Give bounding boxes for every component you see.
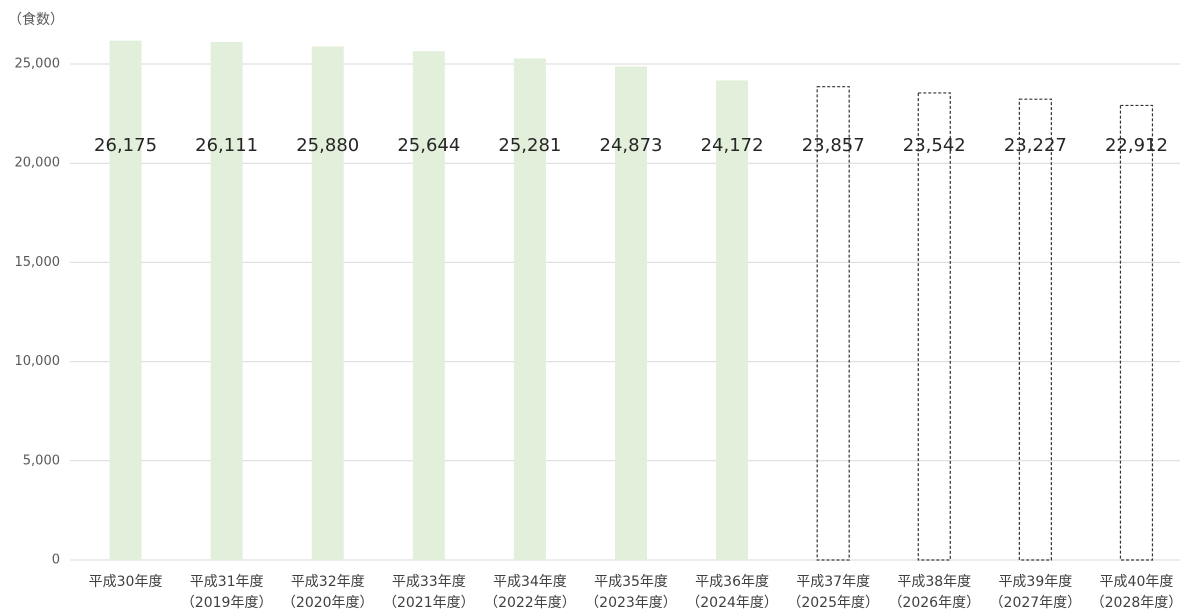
x-tick-sublabel: （2022年度） xyxy=(484,595,576,611)
x-tick-label: 平成37年度 xyxy=(796,574,870,590)
data-label: 23,542 xyxy=(903,135,966,156)
y-tick-label: 5,000 xyxy=(23,453,60,468)
data-label: 25,880 xyxy=(296,135,359,156)
y-tick-label: 0 xyxy=(52,553,60,568)
x-tick-sublabel: （2019年度） xyxy=(181,595,273,611)
x-tick-label: 平成38年度 xyxy=(897,574,971,590)
x-tick-label: 平成36年度 xyxy=(695,574,769,590)
x-tick-label: 平成31年度 xyxy=(190,574,264,590)
x-tick-label: 平成35年度 xyxy=(594,574,668,590)
x-tick-label: 平成33年度 xyxy=(392,574,466,590)
bar xyxy=(311,46,344,561)
y-tick-label: 10,000 xyxy=(15,354,61,369)
x-tick-sublabel: （2024年度） xyxy=(686,595,778,611)
bar xyxy=(412,51,445,560)
bar xyxy=(716,80,749,560)
x-tick-sublabel: （2027年度） xyxy=(990,595,1082,611)
y-tick-label: 20,000 xyxy=(15,156,61,171)
x-tick-label: 平成30年度 xyxy=(89,574,163,590)
bar xyxy=(615,66,647,560)
x-tick-sublabel: （2026年度） xyxy=(888,595,980,611)
bar xyxy=(1018,98,1052,561)
x-tick-label: 平成32年度 xyxy=(291,574,365,590)
x-tick-sublabel: （2020年度） xyxy=(282,595,374,611)
data-label: 24,873 xyxy=(600,135,663,156)
x-tick-sublabel: （2021年度） xyxy=(383,595,475,611)
data-label: 24,172 xyxy=(701,135,764,156)
x-tick-label: 平成39年度 xyxy=(998,574,1072,590)
x-tick-sublabel: （2025年度） xyxy=(787,595,879,611)
bar xyxy=(210,41,243,560)
data-label: 23,227 xyxy=(1004,135,1067,156)
y-axis-label: （食数） xyxy=(8,11,64,28)
data-label: 22,912 xyxy=(1105,135,1168,156)
x-tick-label: 平成40年度 xyxy=(1100,574,1174,590)
bar xyxy=(1119,104,1154,561)
x-tick-sublabel: （2028年度） xyxy=(1091,595,1183,611)
bar xyxy=(109,40,142,561)
data-label: 23,857 xyxy=(802,135,865,156)
data-label: 26,175 xyxy=(94,135,157,156)
y-tick-label: 25,000 xyxy=(15,57,61,72)
y-tick-label: 15,000 xyxy=(15,255,61,270)
x-tick-sublabel: （2023年度） xyxy=(585,595,677,611)
x-tick-label: 平成34年度 xyxy=(493,574,567,590)
bar xyxy=(816,86,850,561)
data-label: 25,281 xyxy=(498,135,561,156)
bar xyxy=(917,92,951,561)
data-label: 25,644 xyxy=(397,135,460,156)
bar xyxy=(513,58,546,561)
data-label: 26,111 xyxy=(195,135,258,156)
